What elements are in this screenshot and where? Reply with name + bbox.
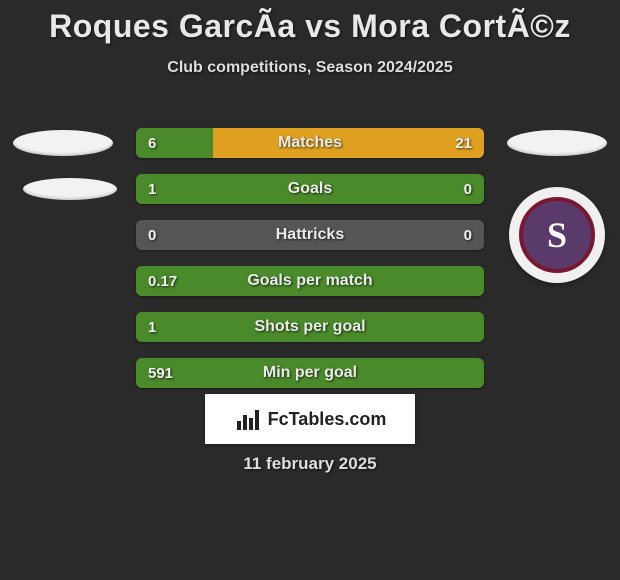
stat-row: Goals per match0.17 [0,258,620,304]
stat-value-left: 1 [148,174,156,204]
placeholder-icon [13,130,113,156]
stat-row: Min per goal591 [0,350,620,396]
placeholder-icon [507,130,607,156]
placeholder-icon [23,178,117,200]
stat-bar: Goals per match0.17 [136,266,484,296]
stat-bar-left [136,358,484,388]
stat-value-right: 21 [455,128,472,158]
stat-bar: Shots per goal1 [136,312,484,342]
stat-bar-left [136,266,484,296]
stat-value-left: 6 [148,128,156,158]
stat-bar-left [136,312,484,342]
stat-bar: Goals10 [136,174,484,204]
stat-value-right: 0 [464,174,472,204]
left-team-logo [8,130,118,156]
stat-value-right: 0 [464,220,472,250]
stat-rows: Matches621Goals10SHattricks00Goals per m… [0,120,620,396]
page-subtitle: Club competitions, Season 2024/2025 [0,59,620,77]
stat-bar-left [136,174,484,204]
stat-value-left: 0.17 [148,266,177,296]
comparison-infographic: Roques GarcÃ­a vs Mora CortÃ©z Club comp… [0,0,620,580]
bars-icon [234,405,262,433]
stat-value-left: 1 [148,312,156,342]
stat-bar: Hattricks0 0 [136,220,484,250]
stat-bar: Min per goal591 [136,358,484,388]
stat-value-left: 591 [148,358,173,388]
stat-value-left: 0 [148,220,156,250]
left-team-logo-2 [8,178,118,200]
date-label: 11 february 2025 [0,454,620,474]
page-title: Roques GarcÃ­a vs Mora CortÃ©z [0,0,620,45]
stat-row: SHattricks00 [0,212,620,258]
stat-row: Shots per goal1 [0,304,620,350]
brand-name: FcTables.com [268,409,387,430]
stat-label: Hattricks [136,220,484,250]
right-team-placeholder [502,130,612,156]
stat-bar-right [213,128,484,158]
brand-badge: FcTables.com [205,394,415,444]
stat-bar: Matches621 [136,128,484,158]
stat-row: Matches621 [0,120,620,166]
